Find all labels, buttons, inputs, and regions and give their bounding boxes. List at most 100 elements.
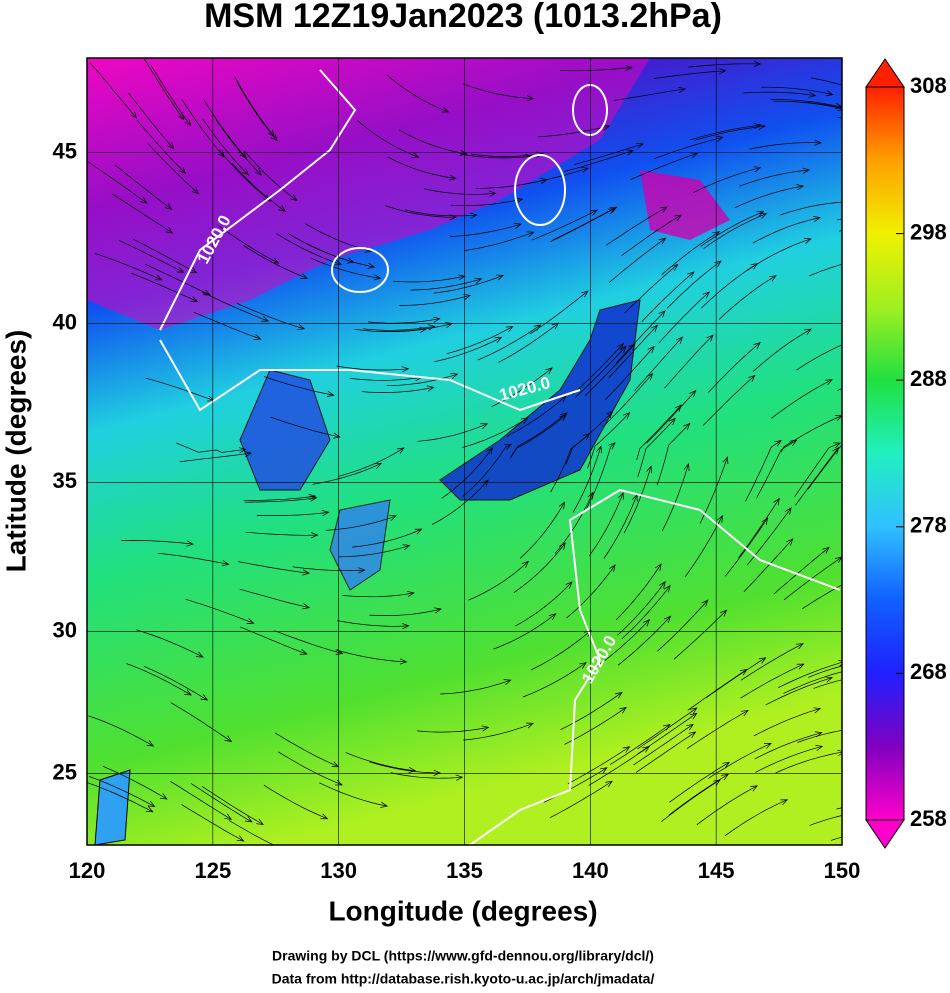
streamline (118, 240, 184, 273)
streamline (231, 162, 286, 212)
streamline (608, 325, 658, 379)
streamline (567, 746, 630, 785)
arrowhead (253, 334, 262, 340)
streamline (440, 679, 511, 695)
arrowhead (526, 722, 534, 729)
streamline (771, 379, 833, 419)
arrowhead (239, 151, 247, 159)
streamline (745, 440, 782, 502)
arrowhead (753, 122, 762, 130)
streamline (749, 142, 821, 150)
streamline (623, 466, 652, 534)
streamline (278, 751, 343, 786)
streamline (743, 91, 816, 96)
arrowhead (505, 326, 514, 333)
streamline (584, 343, 636, 397)
streamline (621, 585, 671, 640)
streamline (807, 445, 842, 490)
arrowhead (596, 445, 602, 454)
arrowhead (815, 745, 824, 751)
arrowhead (773, 497, 780, 506)
arrowhead (853, 337, 860, 342)
streamline (708, 342, 761, 393)
streamline (263, 784, 328, 820)
x-tick-label: 145 (698, 858, 735, 883)
arrowhead (599, 767, 608, 774)
arrowhead (246, 618, 255, 624)
arrowhead (459, 149, 468, 156)
arrowhead (513, 222, 522, 229)
streamline (740, 643, 804, 681)
title: MSM 12Z19Jan2023 (1013.2hPa) (204, 0, 722, 35)
streamline (264, 376, 334, 396)
streamline (531, 209, 598, 241)
streamline (477, 324, 541, 361)
streamline (770, 99, 842, 108)
arrowhead (646, 373, 654, 381)
arrowhead (558, 501, 566, 510)
arrowhead (718, 68, 727, 75)
streamline (236, 81, 278, 142)
arrowhead (758, 657, 767, 664)
arrowhead (689, 389, 697, 398)
streamline (176, 442, 246, 453)
streamline (513, 542, 566, 593)
arrowhead (753, 60, 762, 67)
arrowhead (147, 800, 156, 807)
arrowhead (615, 691, 623, 699)
streamline (217, 224, 279, 264)
streamline (694, 125, 766, 141)
streamline (797, 730, 842, 743)
streamline (572, 343, 624, 395)
arrowhead (203, 289, 211, 296)
streamline (256, 511, 329, 516)
arrowhead (686, 723, 694, 731)
streamline (718, 275, 777, 320)
streamline (236, 302, 305, 330)
arrowhead (358, 567, 366, 574)
arrowhead (764, 742, 772, 749)
arrowhead (289, 194, 298, 202)
streamline (450, 223, 521, 237)
arrowhead (796, 643, 804, 650)
streamline (699, 456, 728, 524)
arrowhead (427, 324, 436, 331)
arrowhead (441, 106, 450, 113)
arrowhead (722, 456, 729, 465)
streamline (692, 167, 761, 194)
streamline (689, 124, 761, 141)
arrowhead (608, 442, 616, 450)
streamline (193, 311, 261, 340)
streamline (337, 620, 409, 627)
streamline (342, 592, 414, 598)
arrowhead (302, 603, 311, 610)
streamline (338, 447, 405, 477)
arrowhead (224, 813, 233, 820)
streamline (775, 751, 842, 774)
streamline (739, 169, 810, 187)
arrowhead (740, 668, 748, 676)
arrowhead (689, 712, 698, 720)
streamline (147, 142, 199, 195)
streamline (417, 423, 488, 442)
arrowhead (396, 447, 405, 454)
arrowhead (374, 462, 383, 469)
arrowhead (515, 197, 524, 204)
arrowhead (808, 91, 817, 98)
streamline (773, 100, 842, 110)
arrowhead (619, 706, 627, 714)
streamline (588, 492, 624, 557)
streamline (637, 713, 697, 755)
streamline (144, 263, 211, 296)
streamline (686, 710, 749, 749)
arrowhead (267, 129, 275, 138)
streamline (661, 463, 689, 532)
arrowhead (628, 343, 636, 351)
arrowhead (756, 211, 765, 217)
y-tick-label: 30 (53, 617, 77, 642)
arrowhead (401, 366, 410, 373)
arrowhead (715, 135, 724, 142)
streamline (608, 237, 666, 283)
arrowhead (469, 212, 478, 219)
